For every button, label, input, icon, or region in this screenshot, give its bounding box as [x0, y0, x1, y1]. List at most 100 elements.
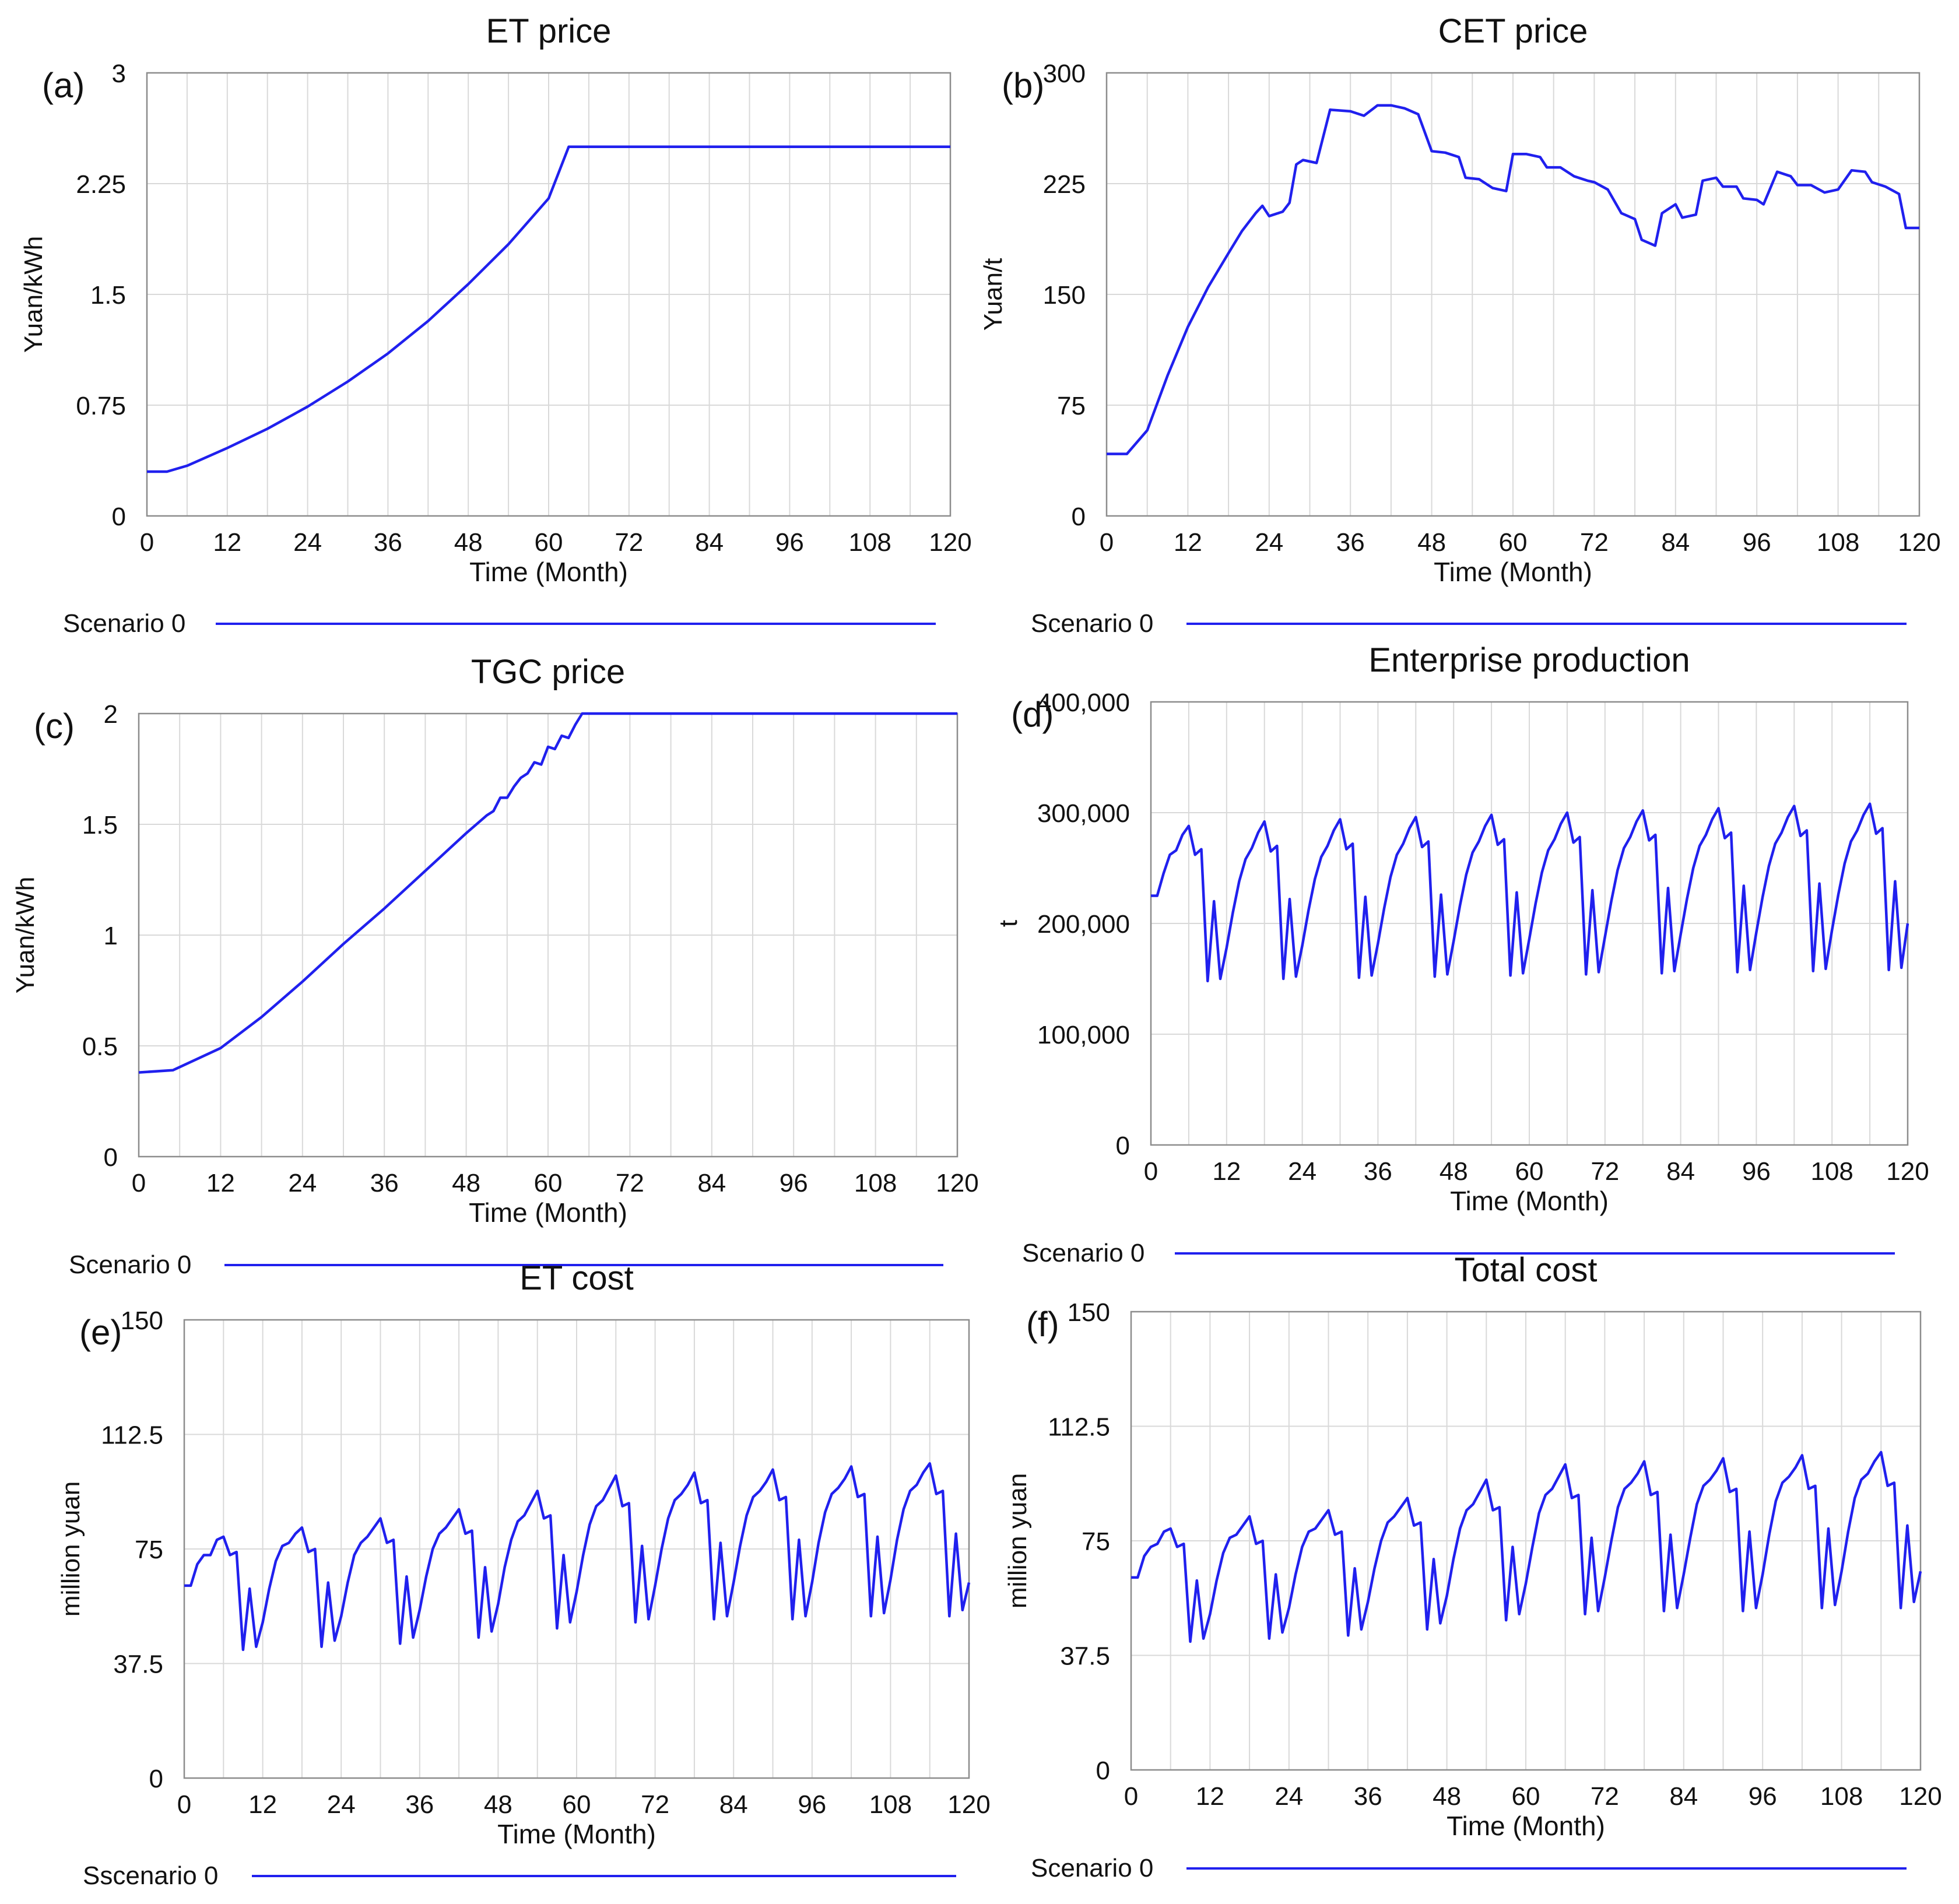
x-tick-label: 72 — [1591, 1782, 1619, 1811]
x-tick-label: 60 — [1515, 1157, 1544, 1186]
legend-label: Scenario 0 — [1022, 1239, 1144, 1267]
x-tick-label: 0 — [140, 528, 154, 557]
y-tick-label: 75 — [135, 1536, 163, 1564]
y-tick-label: 300,000 — [1037, 799, 1130, 828]
x-tick-label: 60 — [1512, 1782, 1540, 1811]
x-tick-label: 12 — [206, 1169, 235, 1197]
x-tick-label: 96 — [798, 1790, 826, 1819]
x-tick-label: 24 — [288, 1169, 317, 1197]
series-line-scenario-0 — [138, 712, 957, 1074]
y-tick-label: 1 — [104, 922, 118, 950]
y-tick-label: 0 — [149, 1765, 163, 1793]
x-tick-label: 48 — [484, 1790, 512, 1819]
x-tick-label: 84 — [719, 1790, 748, 1819]
panel-label: (d) — [1011, 695, 1054, 734]
x-tick-label: 96 — [780, 1169, 808, 1197]
x-tick-label: 108 — [1817, 528, 1859, 557]
x-tick-label: 120 — [936, 1169, 978, 1197]
series-line-scenario-0 — [1107, 104, 1919, 455]
y-tick-label: 400,000 — [1037, 688, 1130, 717]
x-tick-label: 0 — [1100, 528, 1114, 557]
y-tick-label: 225 — [1043, 170, 1086, 199]
chart-panel-5: 0 12 24 36 48 60 72 84 96 108 120 0 37.5 75 112.5 150 ET… — [57, 1259, 991, 1890]
chart-title: ET cost — [519, 1259, 634, 1297]
x-tick-label: 24 — [1255, 528, 1283, 557]
y-axis-label: Yuan/kWh — [11, 877, 40, 994]
x-tick-label: 72 — [1591, 1157, 1619, 1186]
y-axis-label: Yuan/t — [979, 258, 1007, 331]
x-tick-label: 48 — [1433, 1782, 1461, 1811]
plot-frame — [1130, 1311, 1922, 1771]
x-tick-label: 120 — [1899, 1782, 1942, 1811]
plot-frame — [183, 1319, 970, 1779]
chart-title: Total cost — [1455, 1251, 1598, 1289]
y-tick-label: 0 — [1096, 1757, 1110, 1785]
y-tick-label: 75 — [1082, 1527, 1110, 1556]
x-tick-label: 48 — [454, 528, 483, 557]
x-axis-label: Time (Month) — [497, 1819, 656, 1849]
x-tick-label: 12 — [1196, 1782, 1224, 1811]
panel-label: (b) — [1002, 66, 1044, 105]
x-tick-label: 36 — [1364, 1157, 1392, 1186]
x-tick-label: 48 — [452, 1169, 480, 1197]
x-tick-label: 120 — [947, 1790, 990, 1819]
x-tick-label: 60 — [535, 528, 563, 557]
y-tick-label: 112.5 — [101, 1421, 163, 1450]
x-tick-label: 108 — [1810, 1157, 1853, 1186]
y-tick-label: 150 — [1068, 1298, 1110, 1327]
x-tick-label: 12 — [213, 528, 241, 557]
x-tick-label: 96 — [1749, 1782, 1777, 1811]
y-tick-label: 0 — [112, 503, 126, 531]
chart-panel-1: 0 12 24 36 48 60 72 84 96 108 120 0 0.75 1.5 2.25 3 ET p… — [19, 12, 972, 638]
x-tick-label: 36 — [405, 1790, 434, 1819]
x-tick-label: 108 — [854, 1169, 897, 1197]
chart-title: Enterprise production — [1368, 641, 1690, 679]
x-tick-label: 0 — [1124, 1782, 1138, 1811]
panel-label: (f) — [1026, 1305, 1059, 1344]
y-tick-label: 1.5 — [82, 811, 118, 839]
y-tick-label: 1.5 — [90, 281, 126, 310]
plot-frame — [146, 72, 952, 517]
x-tick-label: 84 — [697, 1169, 726, 1197]
chart-title: TGC price — [471, 653, 625, 691]
x-tick-label: 12 — [1174, 528, 1202, 557]
y-axis-label: million yuan — [57, 1481, 85, 1617]
series-line-scenario-0 — [184, 1462, 971, 1652]
chart-panel-3: 0 12 24 36 48 60 72 84 96 108 120 0 0.5 1 1.5 2 TGC pric… — [11, 653, 979, 1279]
panel-label: (c) — [34, 707, 75, 746]
y-tick-label: 112.5 — [1048, 1413, 1110, 1442]
x-tick-label: 96 — [1743, 528, 1771, 557]
plot-frame — [1105, 72, 1921, 517]
y-tick-label: 0 — [1116, 1132, 1130, 1160]
y-tick-label: 2.25 — [76, 170, 126, 199]
x-tick-label: 60 — [534, 1169, 563, 1197]
x-tick-label: 24 — [1275, 1782, 1303, 1811]
panel-label: (e) — [79, 1313, 122, 1352]
x-axis-label: Time (Month) — [1434, 557, 1592, 587]
x-tick-label: 120 — [1898, 528, 1940, 557]
legend-label: Scenario 0 — [69, 1250, 191, 1279]
y-tick-label: 2 — [104, 700, 118, 729]
legend-label: Sscenario 0 — [83, 1861, 218, 1890]
x-tick-label: 72 — [616, 1169, 644, 1197]
y-tick-label: 0 — [1072, 503, 1086, 531]
y-tick-label: 0.5 — [82, 1032, 118, 1061]
x-tick-label: 12 — [248, 1790, 277, 1819]
chart-panel-2: 0 12 24 36 48 60 72 84 96 108 120 0 75 150 225 300 CET p… — [979, 12, 1941, 638]
x-tick-label: 84 — [1666, 1157, 1695, 1186]
y-axis-label: million yuan — [1003, 1473, 1032, 1608]
chart-title: CET price — [1438, 12, 1588, 50]
x-tick-label: 48 — [1417, 528, 1446, 557]
y-tick-label: 0.75 — [76, 392, 126, 420]
x-tick-label: 84 — [1661, 528, 1690, 557]
x-tick-label: 108 — [869, 1790, 912, 1819]
plot-frame — [138, 712, 959, 1158]
x-tick-label: 72 — [615, 528, 643, 557]
x-tick-label: 48 — [1440, 1157, 1468, 1186]
y-tick-label: 200,000 — [1037, 910, 1130, 939]
y-tick-label: 150 — [1043, 281, 1086, 310]
legend-label: Scenario 0 — [63, 609, 185, 638]
y-tick-label: 3 — [112, 59, 126, 88]
y-tick-label: 0 — [104, 1143, 118, 1172]
